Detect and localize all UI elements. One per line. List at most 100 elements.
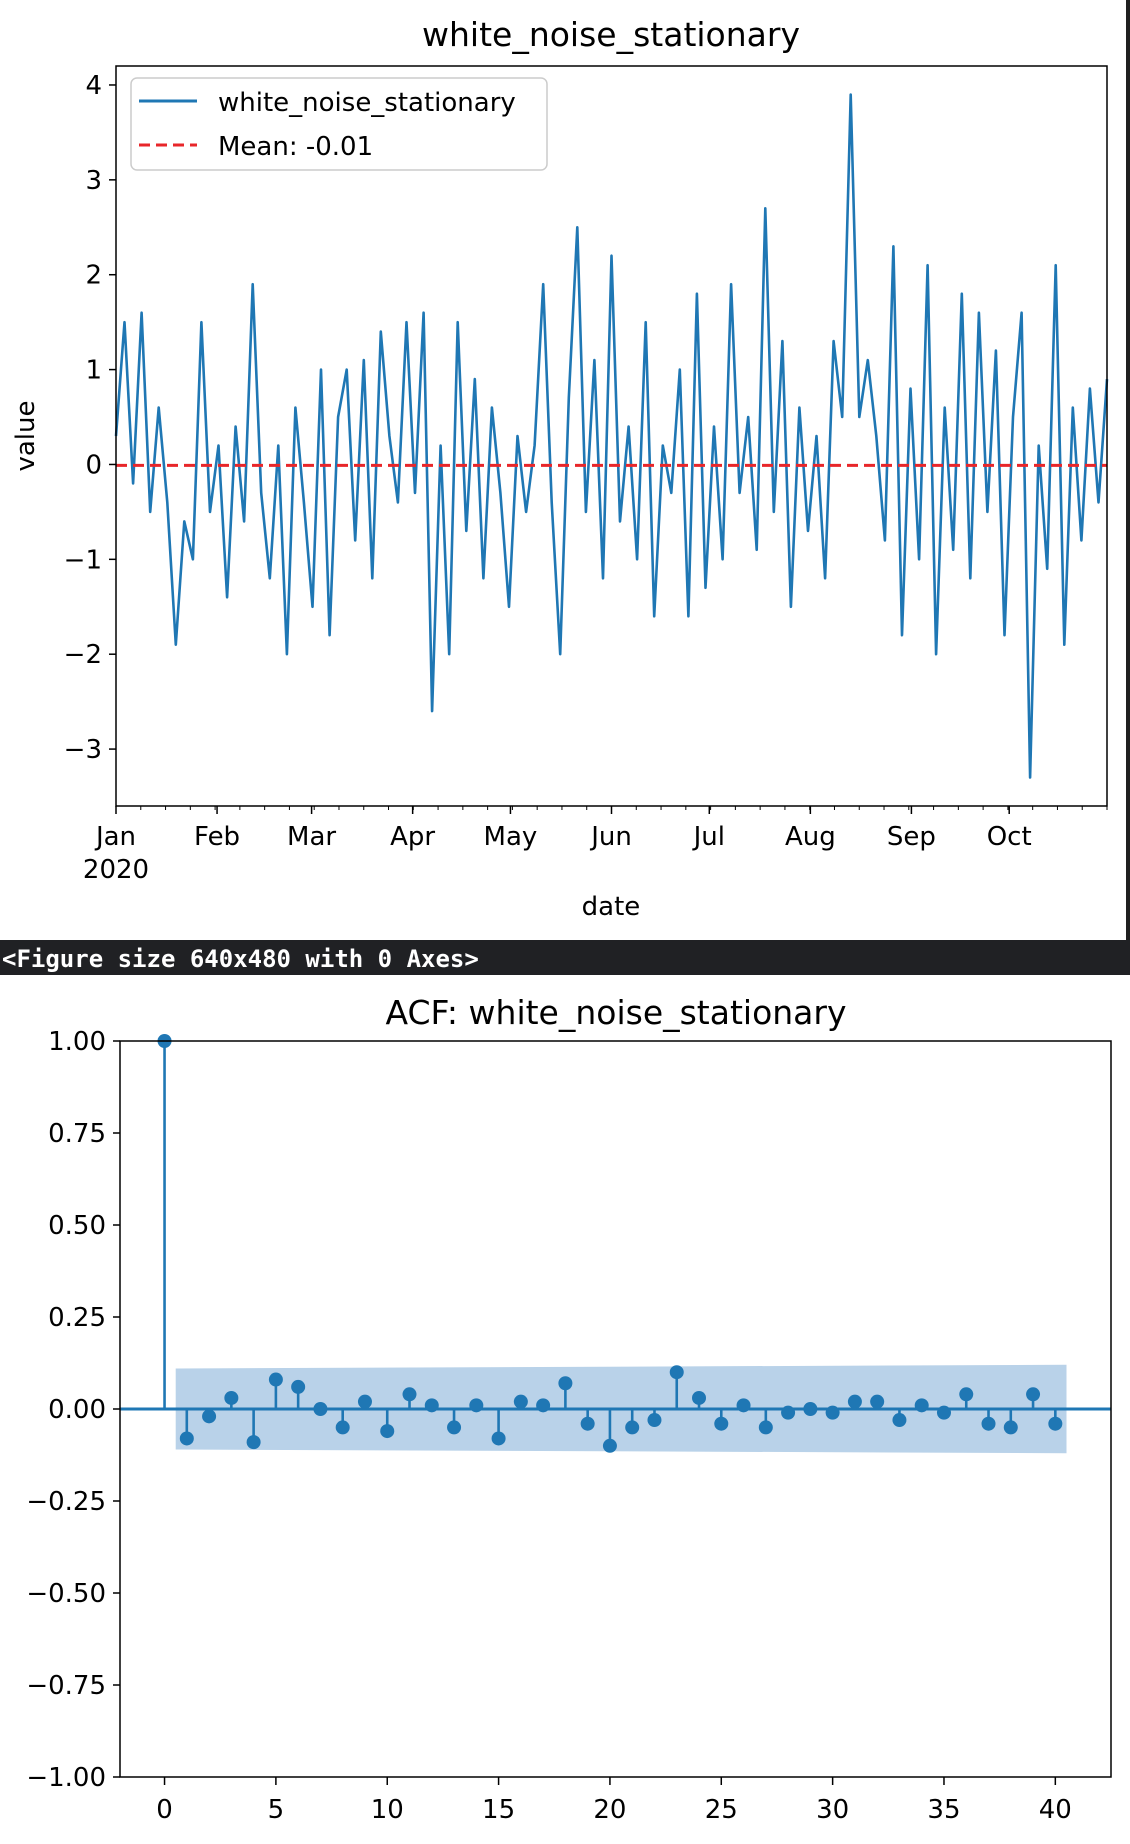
y-tick-label: −0.50 bbox=[26, 1579, 106, 1609]
legend-box bbox=[130, 77, 548, 171]
acf-point bbox=[558, 1376, 573, 1391]
x-axis: 0 5 10 15 20 25 30 35 40 bbox=[156, 1777, 1072, 1825]
acf-point bbox=[936, 1405, 951, 1420]
acf-point bbox=[224, 1390, 239, 1405]
acf-point bbox=[647, 1413, 662, 1428]
scrollbar[interactable] bbox=[1126, 0, 1130, 940]
acf-point bbox=[803, 1402, 818, 1416]
acf-point bbox=[268, 1372, 283, 1387]
acf-point bbox=[602, 1438, 617, 1453]
x-tick-label: Jun bbox=[589, 822, 632, 852]
x-tick-label: Aug bbox=[785, 822, 836, 852]
acf-point bbox=[1048, 1416, 1063, 1431]
acf-point bbox=[669, 1365, 684, 1380]
x-tick-label: Mar bbox=[287, 822, 336, 852]
x-axis-year-label: 2020 bbox=[83, 855, 149, 885]
x-tick-label: 20 bbox=[593, 1795, 626, 1825]
acf-point bbox=[870, 1394, 885, 1409]
y-tick-label: −3 bbox=[64, 735, 102, 765]
acf-chart: ACF: white_noise_stationary 1.00 0.75 0.50… bbox=[26, 993, 1112, 1825]
acf-point bbox=[981, 1416, 996, 1431]
y-tick-label: 1.00 bbox=[48, 1027, 106, 1057]
y-tick-label: 0.50 bbox=[48, 1211, 106, 1241]
x-tick-label: 0 bbox=[156, 1795, 173, 1825]
acf-point bbox=[491, 1431, 506, 1446]
acf-point bbox=[246, 1435, 261, 1450]
legend: white_noise_stationary Mean: -0.01 bbox=[130, 77, 548, 171]
x-tick-label: Jan bbox=[94, 822, 136, 852]
acf-point bbox=[914, 1398, 929, 1413]
acf-point bbox=[847, 1394, 862, 1409]
acf-point bbox=[380, 1424, 395, 1439]
x-tick-label: 15 bbox=[482, 1795, 515, 1825]
y-tick-label: −0.25 bbox=[26, 1487, 106, 1517]
output-banner: <Figure size 640x480 with 0 Axes> bbox=[0, 940, 1130, 975]
x-tick-label: 40 bbox=[1039, 1795, 1072, 1825]
y-tick-label: −1.00 bbox=[26, 1763, 106, 1793]
acf-point bbox=[291, 1379, 306, 1394]
acf-point bbox=[313, 1402, 328, 1416]
time-series-plot-area bbox=[114, 93, 1109, 779]
x-tick-label: 30 bbox=[816, 1795, 849, 1825]
x-tick-label: 25 bbox=[705, 1795, 738, 1825]
y-tick-label: 0.00 bbox=[48, 1395, 106, 1425]
x-tick-label: 10 bbox=[371, 1795, 404, 1825]
plot-frame bbox=[115, 65, 1108, 807]
y-tick-label: 0.75 bbox=[48, 1119, 106, 1149]
chart-title: white_noise_stationary bbox=[422, 15, 800, 54]
y-tick-label: 1 bbox=[85, 356, 102, 386]
x-axis: Jan Feb Mar Apr May Jun Jul Aug Sep Oct bbox=[94, 806, 1108, 852]
acf-point bbox=[714, 1416, 729, 1431]
acf-point bbox=[424, 1398, 439, 1413]
y-tick-label: 4 bbox=[85, 71, 102, 101]
acf-point bbox=[736, 1398, 751, 1413]
y-tick-label: 3 bbox=[85, 166, 102, 196]
y-tick-label: 2 bbox=[85, 261, 102, 291]
x-tick-label: Jul bbox=[692, 822, 725, 852]
x-tick-label: Oct bbox=[987, 822, 1032, 852]
acf-point bbox=[402, 1387, 417, 1402]
acf-plot-area bbox=[120, 1034, 1111, 1454]
acf-point bbox=[1026, 1387, 1041, 1402]
acf-point bbox=[447, 1420, 462, 1435]
acf-point bbox=[781, 1405, 796, 1420]
output-banner-bg bbox=[0, 940, 1130, 975]
acf-point bbox=[580, 1416, 595, 1431]
legend-mean-label: Mean: -0.01 bbox=[218, 132, 373, 162]
acf-point bbox=[625, 1420, 640, 1435]
x-tick-label: Sep bbox=[887, 822, 936, 852]
acf-point bbox=[335, 1420, 350, 1435]
acf-point bbox=[825, 1405, 840, 1420]
output-banner-text: <Figure size 640x480 with 0 Axes> bbox=[2, 945, 479, 973]
acf-point bbox=[536, 1398, 551, 1413]
x-tick-label: 5 bbox=[268, 1795, 285, 1825]
y-axis: 4 3 2 1 0 −1 −2 −3 bbox=[64, 71, 116, 765]
y-tick-label: 0 bbox=[85, 450, 102, 480]
x-tick-label: May bbox=[484, 822, 538, 852]
acf-point bbox=[692, 1390, 707, 1405]
acf-point bbox=[892, 1413, 907, 1428]
x-tick-label: Feb bbox=[194, 822, 240, 852]
acf-point bbox=[1003, 1420, 1018, 1435]
legend-series-label: white_noise_stationary bbox=[218, 88, 516, 118]
y-axis-label: value bbox=[11, 400, 41, 471]
acf-point bbox=[959, 1387, 974, 1402]
x-tick-label: Apr bbox=[390, 822, 435, 852]
y-tick-label: −1 bbox=[64, 545, 102, 575]
x-axis-label: date bbox=[582, 892, 641, 922]
acf-point bbox=[513, 1394, 528, 1409]
acf-point bbox=[357, 1394, 372, 1409]
acf-point bbox=[179, 1431, 194, 1446]
y-tick-label: 0.25 bbox=[48, 1303, 106, 1333]
acf-point bbox=[758, 1420, 773, 1435]
y-axis: 1.00 0.75 0.50 0.25 0.00 −0.25 −0.50 −0.75 −1.00 bbox=[26, 1027, 120, 1793]
series-line bbox=[114, 93, 1109, 779]
acf-point bbox=[202, 1409, 217, 1424]
x-tick-label: 35 bbox=[927, 1795, 960, 1825]
time-series-chart: white_noise_stationary 4 3 2 1 0 −1 −2 −3 Jan Fe… bbox=[11, 15, 1109, 922]
y-tick-label: −2 bbox=[64, 640, 102, 670]
acf-point bbox=[469, 1398, 484, 1413]
chart-title: ACF: white_noise_stationary bbox=[385, 993, 846, 1032]
y-tick-label: −0.75 bbox=[26, 1671, 106, 1701]
